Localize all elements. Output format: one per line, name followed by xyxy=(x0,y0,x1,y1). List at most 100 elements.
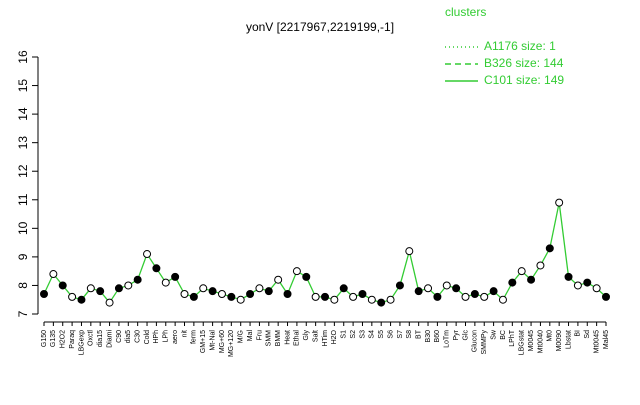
x-tick-label: Fru xyxy=(256,330,263,341)
y-tick-label: 11 xyxy=(16,193,30,206)
data-point xyxy=(489,287,498,296)
x-tick-label: C90 xyxy=(116,330,123,343)
data-point xyxy=(86,284,95,293)
data-point xyxy=(377,298,386,307)
data-point xyxy=(58,281,67,290)
x-tick-label: dia15 xyxy=(97,330,104,347)
data-point xyxy=(583,278,592,287)
x-tick-label: ferm xyxy=(191,330,198,344)
x-tick-label: BMM xyxy=(275,330,282,347)
data-point xyxy=(264,287,273,296)
x-tick-label: M0045 xyxy=(528,330,535,352)
data-point xyxy=(405,247,414,256)
x-tick-label: Mal xyxy=(247,330,254,342)
data-point xyxy=(283,290,292,299)
data-point xyxy=(470,290,479,299)
x-tick-label: Sd xyxy=(584,330,591,339)
data-point xyxy=(330,295,339,304)
x-tick-label: Glc xyxy=(462,330,469,341)
x-tick-label: S4 xyxy=(369,330,376,339)
x-tick-label: HTim xyxy=(322,330,329,347)
x-tick-label: GM+15 xyxy=(200,330,207,353)
data-point xyxy=(161,278,170,287)
y-tick-label: 12 xyxy=(16,164,30,178)
data-point xyxy=(143,250,152,259)
data-point xyxy=(424,284,433,293)
x-tick-label: dia5 xyxy=(125,330,132,343)
data-point xyxy=(508,278,517,287)
x-tick-label: MG+60 xyxy=(219,330,226,353)
data-point xyxy=(321,292,329,301)
data-point xyxy=(171,272,180,281)
data-point xyxy=(274,275,283,284)
data-point xyxy=(367,295,376,304)
data-point xyxy=(442,281,451,290)
x-tick-label: C30 xyxy=(135,330,142,343)
data-point xyxy=(96,287,105,296)
x-tick-label: S3 xyxy=(359,330,366,339)
x-tick-label: Heat xyxy=(284,330,291,345)
x-tick-label: HPh xyxy=(153,330,160,344)
x-tick-label: SMM xyxy=(266,330,273,347)
data-point xyxy=(302,272,311,281)
x-tick-label: Mt0045 xyxy=(593,330,600,353)
x-tick-label: M0090 xyxy=(556,330,563,352)
x-tick-label: Glucon xyxy=(472,330,479,352)
x-tick-label: S1 xyxy=(341,330,348,339)
y-tick-label: 9 xyxy=(16,253,30,260)
y-tick-label: 16 xyxy=(16,50,30,64)
x-tick-label: S5 xyxy=(378,330,385,339)
data-point xyxy=(189,292,198,301)
data-point xyxy=(208,287,217,296)
x-tick-label: S7 xyxy=(397,330,404,339)
data-point xyxy=(199,284,208,293)
data-point xyxy=(527,275,536,284)
data-point xyxy=(180,290,189,299)
chart-title: yonV [2217967,2219199,-1] xyxy=(246,20,394,34)
y-tick-label: 13 xyxy=(16,136,30,150)
data-point xyxy=(498,295,507,304)
x-tick-label: S2 xyxy=(350,330,357,339)
data-point xyxy=(564,272,573,281)
x-tick-label: LPhT xyxy=(509,329,516,346)
data-point xyxy=(105,298,114,307)
data-point xyxy=(339,284,348,293)
x-tick-label: BC xyxy=(500,330,507,340)
x-tick-label: Sw xyxy=(490,329,497,340)
data-point xyxy=(77,295,86,304)
x-tick-label: Gly xyxy=(303,330,310,341)
data-point xyxy=(555,198,564,207)
x-tick-label: Salt xyxy=(312,330,319,342)
data-point xyxy=(536,261,545,270)
x-tick-label: aero xyxy=(172,330,179,344)
x-tick-label: H2O xyxy=(331,329,338,344)
x-tick-label: BT xyxy=(416,329,423,339)
legend-label: A1176 size: 1 xyxy=(484,39,556,53)
x-tick-label: Mal45 xyxy=(603,330,610,349)
data-point xyxy=(49,270,58,279)
data-point xyxy=(592,284,601,293)
data-point xyxy=(358,290,367,299)
x-tick-label: Mt0 xyxy=(547,330,554,342)
x-tick-label: B30 xyxy=(425,330,432,343)
legend-label: B326 size: 144 xyxy=(484,56,564,70)
x-tick-label: Mt0040 xyxy=(537,330,544,353)
data-point xyxy=(433,292,442,301)
x-tick-label: MG+120 xyxy=(228,330,235,357)
x-tick-label: SMMPy xyxy=(481,330,488,355)
data-point xyxy=(68,292,77,301)
data-point xyxy=(602,292,610,301)
x-tick-label: Paraq xyxy=(69,330,76,349)
x-tick-label: Diami xyxy=(106,330,113,348)
data-point xyxy=(246,290,255,299)
x-tick-label: Oxctl xyxy=(88,330,95,346)
data-point xyxy=(217,290,226,299)
x-tick-label: LBGexp xyxy=(78,330,85,355)
data-point xyxy=(255,284,264,293)
data-point xyxy=(517,267,526,276)
y-tick-label: 8 xyxy=(16,282,30,289)
data-point xyxy=(236,295,245,304)
data-point xyxy=(124,281,133,290)
data-point xyxy=(152,264,161,273)
